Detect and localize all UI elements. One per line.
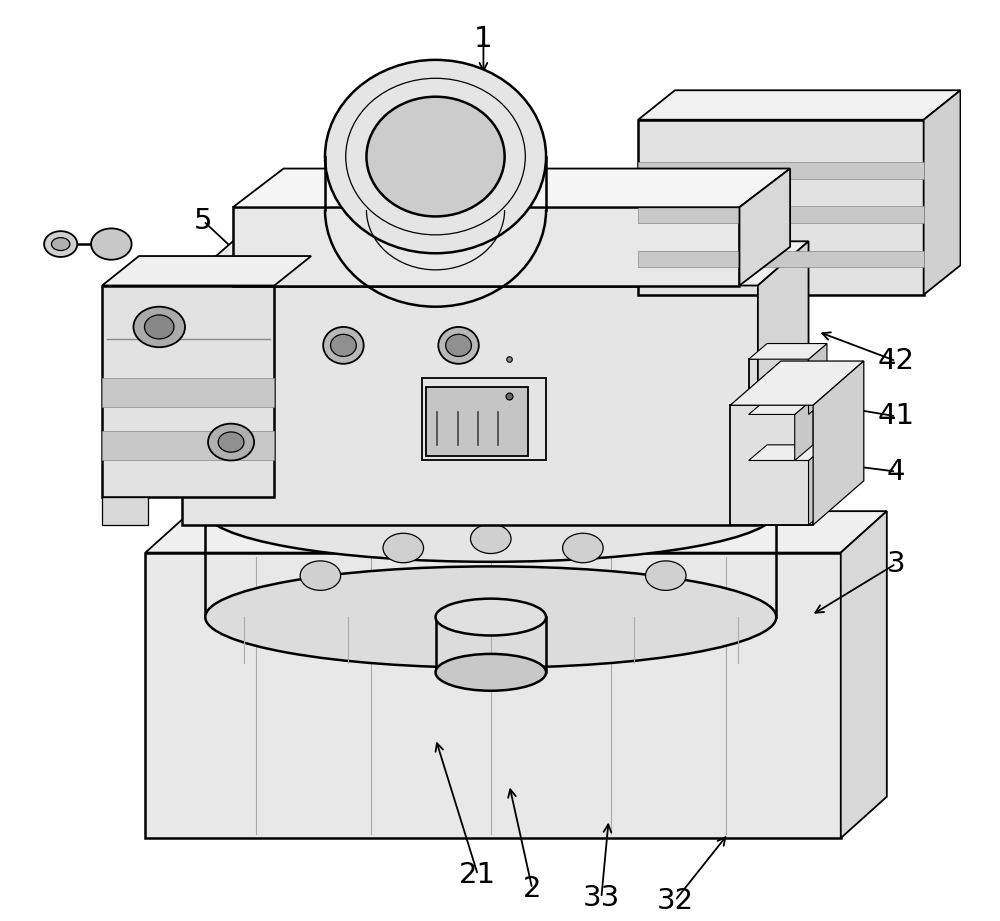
Text: 32: 32 [656, 887, 694, 915]
Ellipse shape [224, 422, 758, 518]
Ellipse shape [208, 424, 254, 460]
Polygon shape [841, 511, 887, 838]
Text: 42: 42 [878, 347, 915, 375]
Polygon shape [749, 344, 827, 359]
Polygon shape [813, 361, 864, 525]
Text: 5: 5 [194, 207, 213, 235]
Polygon shape [638, 90, 961, 120]
Ellipse shape [300, 561, 341, 590]
Polygon shape [102, 378, 274, 407]
Polygon shape [426, 387, 528, 456]
Polygon shape [233, 169, 790, 207]
Polygon shape [182, 241, 809, 286]
Ellipse shape [44, 231, 77, 257]
Text: 1: 1 [474, 25, 493, 52]
Ellipse shape [366, 97, 505, 216]
Polygon shape [638, 251, 924, 267]
Polygon shape [145, 511, 887, 553]
Ellipse shape [436, 654, 546, 691]
Polygon shape [749, 460, 809, 525]
Ellipse shape [446, 334, 471, 356]
Polygon shape [145, 553, 841, 838]
Polygon shape [102, 431, 274, 460]
Ellipse shape [218, 432, 244, 452]
Text: 33: 33 [583, 884, 620, 912]
Ellipse shape [331, 334, 356, 356]
Polygon shape [749, 399, 813, 414]
Polygon shape [924, 90, 961, 295]
Ellipse shape [471, 524, 511, 554]
Polygon shape [638, 162, 924, 179]
Text: 41: 41 [877, 402, 915, 430]
Text: 4: 4 [887, 458, 905, 485]
Polygon shape [749, 445, 827, 460]
Ellipse shape [91, 228, 132, 260]
Ellipse shape [133, 307, 185, 347]
Ellipse shape [205, 460, 776, 562]
Polygon shape [102, 497, 148, 525]
Polygon shape [102, 286, 274, 497]
Ellipse shape [51, 238, 70, 251]
Ellipse shape [325, 60, 546, 253]
Polygon shape [638, 120, 924, 295]
Polygon shape [749, 414, 795, 460]
Polygon shape [182, 286, 758, 525]
Ellipse shape [144, 315, 174, 339]
Ellipse shape [646, 561, 686, 590]
Ellipse shape [436, 599, 546, 635]
Polygon shape [102, 256, 311, 286]
Text: 21: 21 [459, 861, 496, 889]
Ellipse shape [323, 327, 364, 364]
Bar [422, 378, 546, 460]
Text: 2: 2 [523, 875, 541, 903]
Ellipse shape [224, 353, 758, 449]
Polygon shape [233, 207, 739, 286]
Polygon shape [749, 359, 809, 414]
Polygon shape [730, 361, 864, 405]
Polygon shape [809, 445, 827, 525]
Ellipse shape [205, 566, 776, 668]
Text: 3: 3 [887, 550, 905, 577]
Polygon shape [758, 241, 809, 525]
Ellipse shape [383, 533, 424, 563]
Ellipse shape [307, 437, 675, 503]
Polygon shape [795, 399, 813, 460]
Polygon shape [638, 206, 924, 223]
Polygon shape [730, 405, 813, 525]
Ellipse shape [563, 533, 603, 563]
Polygon shape [809, 344, 827, 414]
Ellipse shape [307, 367, 675, 434]
Ellipse shape [438, 327, 479, 364]
Polygon shape [739, 169, 790, 286]
